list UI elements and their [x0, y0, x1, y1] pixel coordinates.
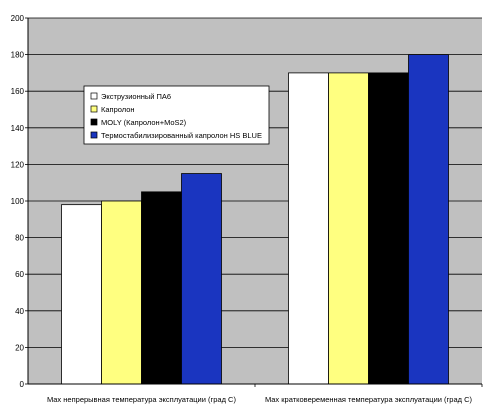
y-tick-label: 180: [11, 51, 25, 60]
legend-label: Капролон: [101, 105, 135, 114]
legend-swatch: [90, 92, 98, 100]
bar: [141, 191, 182, 385]
bars: [61, 54, 449, 385]
y-tick-label: 200: [11, 14, 25, 23]
bar: [101, 200, 142, 385]
legend-label: Экструзионный ПА6: [101, 92, 171, 101]
y-tick-label: 20: [15, 343, 24, 352]
x-axis-categories: Max непрерывная температура эксплуатации…: [47, 395, 472, 404]
y-tick-label: 100: [11, 197, 25, 206]
legend-label: MOLY (Капролон+MoS2): [101, 118, 187, 127]
x-category-label: Max непрерывная температура эксплуатации…: [47, 395, 236, 404]
x-category-label: Max кратковеременная температура эксплуа…: [265, 395, 473, 404]
legend-label: Термостабилизированный капролон HS BLUE: [101, 131, 262, 140]
bar: [408, 54, 449, 385]
legend-swatch: [90, 131, 98, 139]
y-tick-label: 80: [15, 234, 24, 243]
y-tick-label: 160: [11, 87, 25, 96]
bar: [61, 204, 102, 385]
bar: [368, 72, 409, 385]
legend-swatch: [90, 105, 98, 113]
y-tick-label: 120: [11, 160, 25, 169]
y-tick-label: 0: [20, 380, 25, 389]
y-tick-label: 40: [15, 307, 24, 316]
bar: [328, 72, 369, 385]
y-tick-label: 60: [15, 270, 24, 279]
legend: Экструзионный ПА6 Капролон MOLY (Капролон+…: [83, 85, 270, 145]
y-axis-ticks: 0 20 40 60 80 100 120 140 160 180 200: [11, 14, 28, 389]
bar: [181, 173, 222, 385]
y-tick-label: 140: [11, 124, 25, 133]
legend-swatch: [90, 118, 98, 126]
legend-box: [83, 85, 270, 145]
bar: [288, 72, 329, 385]
